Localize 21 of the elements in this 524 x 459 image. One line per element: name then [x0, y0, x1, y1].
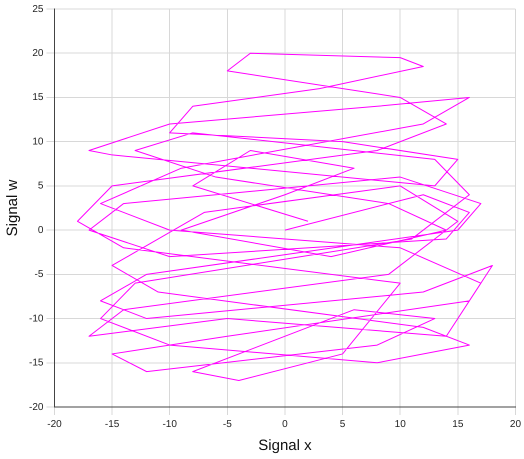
x-tick-label: -20	[47, 418, 62, 430]
y-tick-label: 0	[38, 224, 44, 236]
y-tick-label: 5	[38, 180, 44, 192]
x-tick-label: 5	[340, 418, 346, 430]
y-tick-label: -15	[29, 358, 44, 369]
x-tick-label: 20	[510, 418, 522, 430]
x-axis-title: Signal x	[258, 437, 312, 454]
x-tick-label: -10	[162, 418, 178, 430]
y-tick-label: -10	[29, 313, 44, 324]
x-tick-label: -15	[104, 418, 120, 430]
y-tick-label: 25	[32, 4, 44, 15]
y-tick-label: -5	[34, 269, 44, 280]
y-tick-label: 10	[32, 136, 44, 148]
x-tick-label: 15	[452, 418, 464, 430]
y-tick-label: 20	[32, 48, 44, 59]
y-tick-label: 15	[32, 92, 44, 104]
x-tick-label: -5	[222, 418, 232, 430]
x-tick-label: 0	[282, 418, 288, 430]
x-tick-label: 10	[394, 418, 406, 430]
y-axis-title: Signal w	[4, 179, 22, 236]
y-tick-label: -20	[29, 402, 44, 413]
